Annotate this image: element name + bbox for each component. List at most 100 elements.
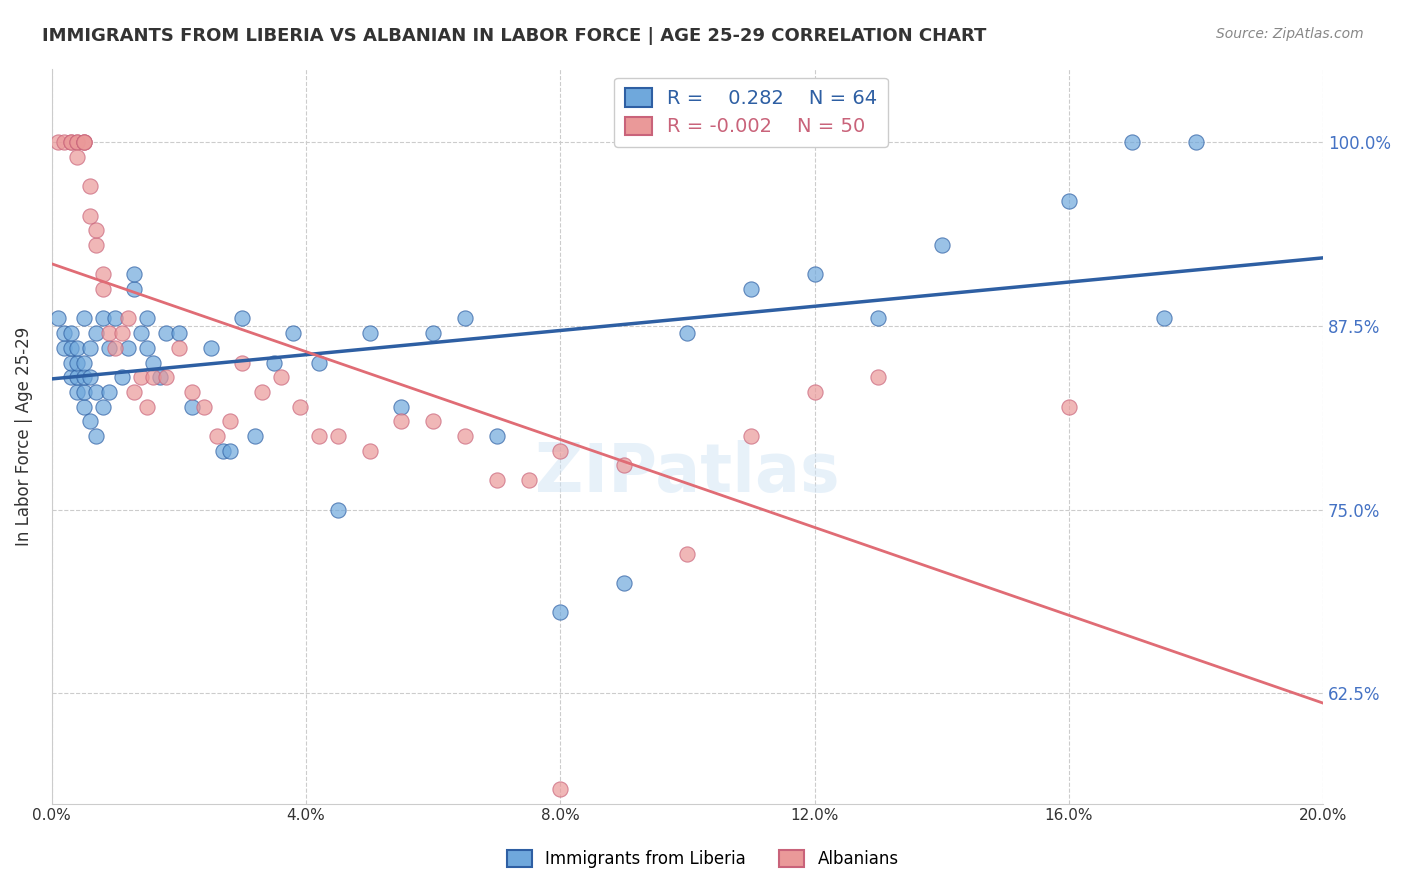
Point <box>454 311 477 326</box>
Point <box>212 443 235 458</box>
Point <box>422 326 444 340</box>
Point <box>111 326 134 340</box>
Point <box>117 311 139 326</box>
Point <box>180 384 202 399</box>
Point <box>868 311 890 326</box>
Point <box>167 326 190 340</box>
Point <box>231 311 253 326</box>
Point <box>72 135 94 149</box>
Point <box>136 311 159 326</box>
Point <box>389 400 412 414</box>
Point <box>231 355 253 369</box>
Point <box>59 341 82 355</box>
Point <box>218 414 240 428</box>
Point <box>79 209 101 223</box>
Point <box>59 355 82 369</box>
Point <box>250 384 273 399</box>
Point <box>53 135 76 149</box>
Point <box>66 135 89 149</box>
Point <box>66 150 89 164</box>
Point <box>124 282 146 296</box>
Point <box>66 384 89 399</box>
Point <box>136 400 159 414</box>
Point <box>308 429 330 443</box>
Point <box>72 384 94 399</box>
Point <box>359 443 381 458</box>
Point <box>263 355 285 369</box>
Point <box>326 502 349 516</box>
Text: Source: ZipAtlas.com: Source: ZipAtlas.com <box>1216 27 1364 41</box>
Point <box>46 135 69 149</box>
Point <box>283 326 305 340</box>
Point <box>104 311 127 326</box>
Point <box>124 268 146 282</box>
Point <box>53 326 76 340</box>
Point <box>72 135 94 149</box>
Point <box>676 547 699 561</box>
Point <box>550 443 572 458</box>
Point <box>517 473 540 487</box>
Point <box>53 341 76 355</box>
Point <box>59 135 82 149</box>
Point <box>59 326 82 340</box>
Point <box>485 473 508 487</box>
Point <box>91 282 114 296</box>
Point <box>79 414 101 428</box>
Point <box>129 326 152 340</box>
Point <box>84 326 107 340</box>
Point <box>72 311 94 326</box>
Point <box>676 326 699 340</box>
Point <box>193 400 215 414</box>
Point <box>180 400 202 414</box>
Point <box>167 341 190 355</box>
Point <box>485 429 508 443</box>
Point <box>454 429 477 443</box>
Point <box>1153 311 1175 326</box>
Point <box>72 370 94 384</box>
Point <box>1057 194 1080 208</box>
Point <box>142 355 165 369</box>
Point <box>72 135 94 149</box>
Point <box>84 238 107 252</box>
Point <box>104 341 127 355</box>
Point <box>142 370 165 384</box>
Point <box>613 458 636 473</box>
Point <box>243 429 266 443</box>
Text: IMMIGRANTS FROM LIBERIA VS ALBANIAN IN LABOR FORCE | AGE 25-29 CORRELATION CHART: IMMIGRANTS FROM LIBERIA VS ALBANIAN IN L… <box>42 27 987 45</box>
Point <box>124 384 146 399</box>
Point <box>1121 135 1143 149</box>
Point <box>270 370 292 384</box>
Point <box>931 238 953 252</box>
Point <box>550 781 572 796</box>
Point <box>136 341 159 355</box>
Point <box>79 341 101 355</box>
Legend: Immigrants from Liberia, Albanians: Immigrants from Liberia, Albanians <box>501 843 905 875</box>
Text: ZIPatlas: ZIPatlas <box>536 440 839 506</box>
Point <box>72 400 94 414</box>
Point <box>117 341 139 355</box>
Point <box>149 370 172 384</box>
Point <box>79 179 101 194</box>
Point <box>288 400 311 414</box>
Point <box>155 326 177 340</box>
Point <box>200 341 222 355</box>
Point <box>129 370 152 384</box>
Legend: R =    0.282    N = 64, R = -0.002    N = 50: R = 0.282 N = 64, R = -0.002 N = 50 <box>614 78 887 147</box>
Point <box>79 370 101 384</box>
Point <box>46 311 69 326</box>
Point <box>422 414 444 428</box>
Y-axis label: In Labor Force | Age 25-29: In Labor Force | Age 25-29 <box>15 326 32 546</box>
Point <box>803 384 825 399</box>
Point <box>218 443 240 458</box>
Point <box>97 384 120 399</box>
Point <box>550 606 572 620</box>
Point <box>66 355 89 369</box>
Point <box>1057 400 1080 414</box>
Point <box>84 384 107 399</box>
Point <box>66 341 89 355</box>
Point <box>205 429 228 443</box>
Point <box>59 135 82 149</box>
Point <box>66 370 89 384</box>
Point <box>613 576 636 591</box>
Point <box>326 429 349 443</box>
